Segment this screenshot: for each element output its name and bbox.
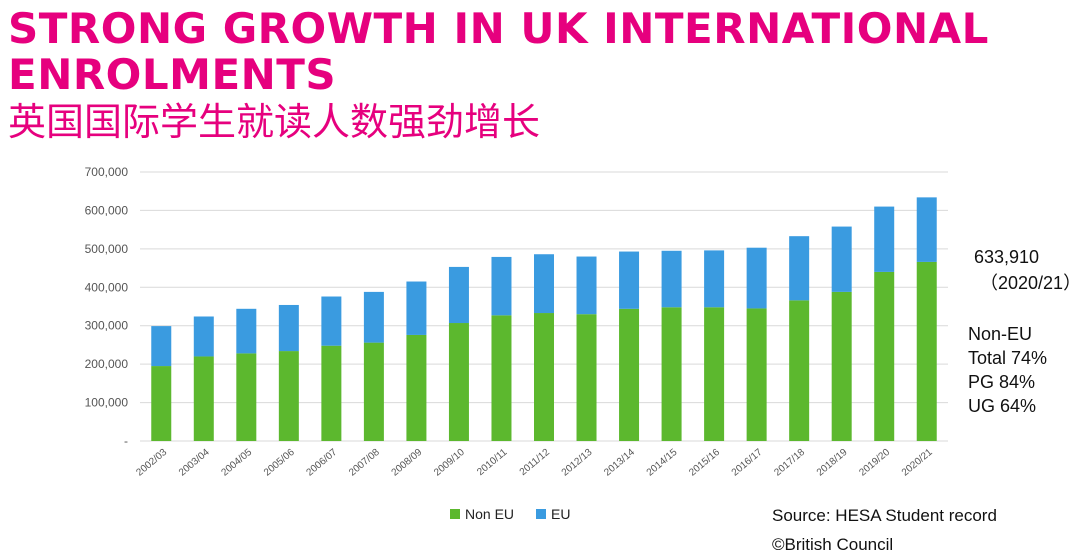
- bar-chart: - 100,000 200,000 300,000 400,000 500,000 600,…: [85, 165, 948, 479]
- total-year-annotation: （2020/21）: [980, 273, 1080, 293]
- bar-non-eu: [363, 342, 384, 441]
- x-tick-label: 2009/10: [432, 447, 467, 479]
- y-tick-label: 100,000: [85, 396, 129, 410]
- source-note: Source: HESA Student record: [772, 506, 997, 525]
- x-tick-label: 2012/13: [560, 447, 595, 479]
- x-tick-label: 2017/18: [772, 447, 807, 479]
- annotation-line: UG 64%: [968, 396, 1037, 416]
- bar-non-eu: [576, 314, 597, 441]
- x-tick-label: 2003/04: [177, 447, 212, 479]
- y-axis-tick-labels: - 100,000 200,000 300,000 400,000 500,000 600,…: [85, 165, 129, 448]
- bar-non-eu: [534, 313, 554, 441]
- bar-eu: [236, 308, 257, 354]
- bar-eu: [789, 236, 810, 301]
- annotation-line: Total 74%: [968, 348, 1048, 368]
- x-tick-label: 2011/12: [518, 447, 553, 478]
- bar-non-eu: [789, 300, 810, 441]
- y-tick-label: 300,000: [85, 319, 129, 333]
- y-tick-label: 200,000: [85, 357, 129, 371]
- legend-label: Non EU: [465, 506, 515, 522]
- annotation-line: Non-EU: [968, 324, 1033, 344]
- bar-non-eu: [151, 366, 172, 441]
- bar-eu: [151, 326, 172, 367]
- bar-eu: [534, 254, 554, 314]
- bar-non-eu: [874, 271, 895, 441]
- y-tick-label: -: [124, 434, 128, 448]
- bar-non-eu: [321, 345, 342, 441]
- bar-non-eu: [236, 353, 257, 441]
- x-tick-label: 2007/08: [347, 447, 382, 479]
- x-tick-label: 2019/20: [857, 447, 892, 479]
- legend-item-non-eu: Non EU: [450, 506, 514, 522]
- bar-eu: [831, 226, 852, 292]
- y-tick-label: 700,000: [85, 165, 129, 179]
- x-tick-label: 2010/11: [475, 447, 510, 478]
- x-axis-tick-labels: 2002/03 2003/04 2004/05 2005/06 2006/07 2007/…: [134, 447, 935, 479]
- legend-item-eu: EU: [536, 506, 570, 522]
- legend-swatch: [450, 509, 460, 519]
- bar-eu: [321, 296, 342, 346]
- bar-non-eu: [278, 351, 299, 441]
- page-title: STRONG GROWTH IN UK INTERNATIONAL ENROLM…: [8, 4, 989, 99]
- x-tick-label: 2004/05: [219, 447, 254, 479]
- bar-eu: [576, 256, 597, 315]
- bar-non-eu: [661, 307, 682, 441]
- bar-eu: [363, 291, 384, 343]
- y-tick-label: 600,000: [85, 203, 129, 217]
- bars: [151, 197, 937, 441]
- x-tick-label: 2014/15: [645, 447, 680, 479]
- bar-eu: [278, 304, 299, 352]
- x-tick-label: 2020/21: [900, 447, 935, 479]
- bar-eu: [448, 266, 469, 324]
- page-subtitle-chinese: 英国国际学生就读人数强劲增长: [8, 100, 541, 144]
- bar-non-eu: [193, 356, 214, 441]
- annotation-line: PG 84%: [968, 372, 1036, 392]
- bar-non-eu: [704, 307, 725, 441]
- bar-eu: [619, 251, 640, 309]
- x-tick-label: 2018/19: [815, 447, 850, 479]
- x-tick-label: 2006/07: [305, 447, 340, 479]
- x-tick-label: 2002/03: [134, 447, 169, 479]
- bar-non-eu: [491, 315, 512, 441]
- total-value-annotation: 633,910: [974, 247, 1040, 267]
- copyright-note: ©British Council: [772, 535, 894, 554]
- bar-eu: [916, 197, 937, 262]
- bar-eu: [746, 247, 767, 309]
- x-tick-label: 2005/06: [262, 447, 297, 479]
- x-tick-label: 2016/17: [730, 447, 765, 479]
- bar-eu: [193, 316, 214, 357]
- bar-eu: [491, 256, 512, 316]
- bar-eu: [874, 206, 895, 272]
- x-tick-label: 2015/16: [687, 447, 722, 479]
- bar-non-eu: [406, 334, 427, 441]
- bar-eu: [704, 250, 725, 308]
- chart-legend: Non EU EU: [450, 506, 592, 522]
- y-tick-label: 400,000: [85, 280, 129, 294]
- x-tick-label: 2008/09: [390, 447, 425, 479]
- bar-non-eu: [448, 323, 469, 441]
- legend-label: EU: [551, 506, 571, 522]
- bar-non-eu: [619, 308, 640, 441]
- bar-eu: [661, 250, 682, 308]
- bar-non-eu: [831, 291, 852, 441]
- bar-non-eu: [916, 261, 937, 441]
- legend-swatch: [536, 509, 547, 519]
- y-tick-label: 500,000: [85, 242, 129, 256]
- non-eu-share-annotation: Non-EU Total 74% PG 84% UG 64%: [968, 322, 1047, 418]
- bar-non-eu: [746, 308, 767, 441]
- x-tick-label: 2013/14: [602, 447, 637, 479]
- bar-eu: [406, 281, 427, 335]
